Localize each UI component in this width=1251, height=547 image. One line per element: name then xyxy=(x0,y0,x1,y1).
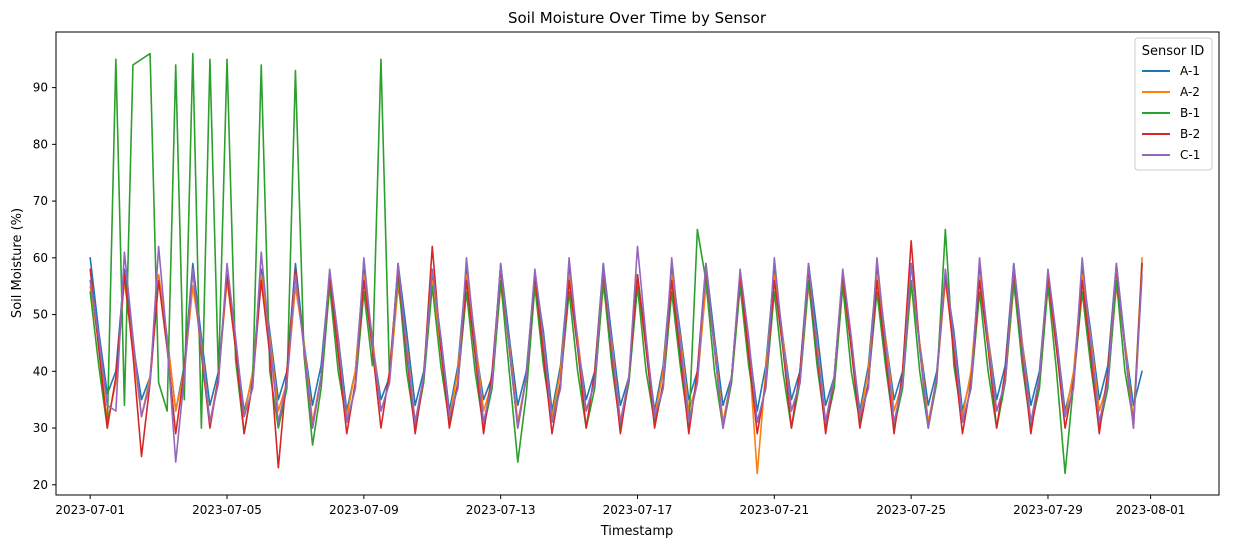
y-tick-label: 60 xyxy=(33,251,48,265)
x-tick-label: 2023-07-05 xyxy=(192,503,262,517)
series-line-c-1 xyxy=(89,245,1143,463)
legend-label-b-2: B-2 xyxy=(1180,127,1200,141)
legend-label-a-2: A-2 xyxy=(1180,85,1200,99)
chart-title: Soil Moisture Over Time by Sensor xyxy=(508,9,767,27)
x-axis-label: Timestamp xyxy=(600,524,674,539)
y-tick-label: 70 xyxy=(33,194,48,208)
legend-title: Sensor ID xyxy=(1142,44,1205,59)
x-tick-label: 2023-07-09 xyxy=(329,503,399,517)
legend-items: A-1 A-2 B-1 B-2 C-1 xyxy=(1142,64,1200,162)
y-tick-label: 30 xyxy=(33,421,48,435)
y-tick-label: 40 xyxy=(33,364,48,378)
legend-label-c-1: C-1 xyxy=(1180,148,1200,162)
y-tick-label: 90 xyxy=(33,81,48,95)
legend-label-a-1: A-1 xyxy=(1180,64,1200,78)
x-tick-label: 2023-07-01 xyxy=(55,503,125,517)
x-tick-label: 2023-07-25 xyxy=(876,503,946,517)
legend: Sensor ID A-1 A-2 B-1 B-2 C-1 xyxy=(1134,37,1213,171)
series-line-b-2 xyxy=(89,240,1143,469)
x-axis: 2023-07-01 2023-07-05 2023-07-09 2023-07-13… xyxy=(55,495,1185,517)
x-tick-label: 2023-07-29 xyxy=(1013,503,1083,517)
plot-frame xyxy=(55,31,1220,496)
x-tick-label: 2023-07-21 xyxy=(739,503,809,517)
y-tick-label: 80 xyxy=(33,137,48,151)
y-tick-label: 50 xyxy=(33,308,48,322)
x-tick-label: 2023-07-17 xyxy=(603,503,673,517)
plot-lines xyxy=(89,52,1143,475)
y-axis-label: Soil Moisture (%) xyxy=(10,208,25,318)
y-axis: 20 30 40 50 60 70 80 90 xyxy=(33,81,56,492)
legend-label-b-1: B-1 xyxy=(1180,106,1200,120)
x-tick-label: 2023-07-13 xyxy=(466,503,536,517)
x-tick-label: 2023-08-01 xyxy=(1116,503,1186,517)
y-tick-label: 20 xyxy=(33,478,48,492)
